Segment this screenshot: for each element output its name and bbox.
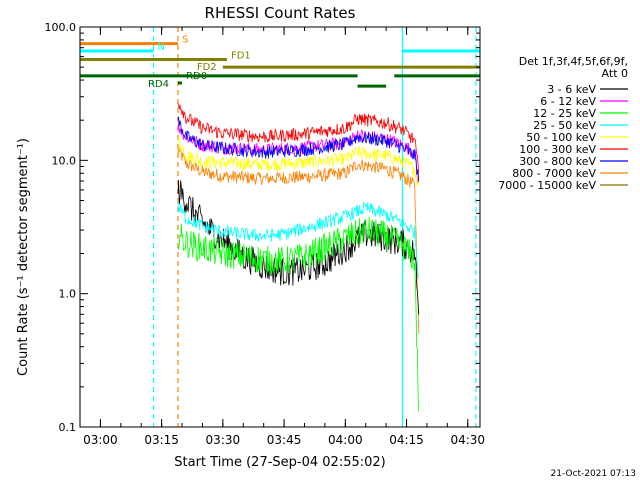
- y-tick-label: 0.1: [59, 421, 77, 434]
- x-tick-label: 03:30: [206, 433, 241, 447]
- series-line-50-100-kev: [177, 137, 420, 186]
- legend-label: 25 - 50 keV: [533, 119, 596, 132]
- annotation-label: FD1: [231, 51, 251, 62]
- annotation-label: RD0: [186, 71, 207, 82]
- x-tick-label: 04:30: [450, 433, 485, 447]
- series-layer: [177, 103, 420, 412]
- x-axis-label: Start Time (27-Sep-04 02:55:02): [174, 455, 385, 470]
- annotation-label: S: [182, 35, 188, 46]
- series-line-300-800-kev: [177, 116, 420, 182]
- series-line-800-7000-kev: [177, 146, 420, 334]
- vertical-markers: [79, 27, 477, 427]
- legend-label: 3 - 6 keV: [547, 83, 596, 96]
- legend-label: 50 - 100 keV: [526, 131, 596, 144]
- series-line-12-25-kev: [177, 217, 420, 412]
- x-tick-label: 04:00: [328, 433, 363, 447]
- y-tick-label: 10.0: [52, 154, 77, 167]
- legend-label: 800 - 7000 keV: [512, 167, 596, 180]
- x-tick-label: 04:15: [389, 433, 424, 447]
- chart-title: RHESSI Count Rates: [205, 4, 356, 22]
- y-tick-label: 1.0: [59, 288, 77, 301]
- y-tick-label: 100.0: [45, 21, 77, 34]
- x-tick-label: 03:00: [83, 433, 118, 447]
- x-tick-label: 03:45: [267, 433, 302, 447]
- y-axis-label: Count Rate (s⁻¹ detector segment⁻¹): [16, 138, 31, 376]
- series-line-100-300-kev: [177, 103, 420, 174]
- series-line-25-50-kev: [177, 201, 420, 279]
- footer-timestamp: 21-Oct-2021 07:13: [551, 469, 636, 479]
- legend-label: 12 - 25 keV: [533, 107, 596, 120]
- annotation-label: RD4: [148, 79, 169, 90]
- legend-label: 100 - 300 keV: [519, 143, 596, 156]
- legend-label: 6 - 12 keV: [540, 95, 596, 108]
- legend-title: Det 1f,3f,4f,5f,6f,9f,: [519, 55, 628, 68]
- axes: 0.1 1.0 10.0 100.0 03:00 03:15 03:30 03:45 04:00…: [45, 21, 486, 447]
- legend-label: 300 - 800 keV: [519, 155, 596, 168]
- plot-frame: [79, 26, 481, 428]
- x-tick-label: 03:15: [144, 433, 179, 447]
- legend-label: 7000 - 15000 keV: [498, 179, 596, 192]
- annotation-label: N: [157, 42, 164, 53]
- legend-title: Att 0: [602, 67, 628, 80]
- annotation-label: FD2: [197, 62, 217, 73]
